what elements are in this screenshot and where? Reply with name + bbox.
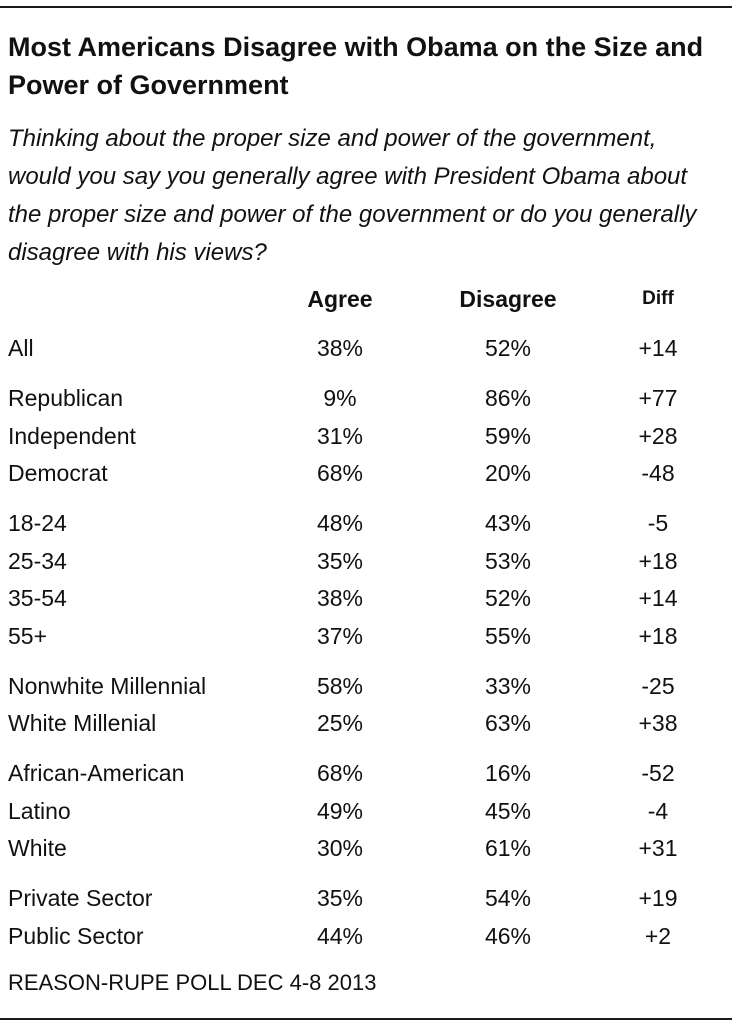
- diff-value: +38: [638, 710, 678, 736]
- row-label: Democrat: [8, 460, 108, 486]
- diff-value: -25: [641, 672, 675, 699]
- disagree-value: 43%: [484, 510, 532, 536]
- row-label: Republican: [8, 385, 124, 411]
- source-note: REASON-RUPE POLL DEC 4-8 2013: [8, 970, 377, 995]
- agree-value: 38%: [316, 585, 364, 611]
- agree-value: 49%: [316, 797, 364, 824]
- agree-value: 68%: [316, 760, 364, 786]
- table-row: 18-24 48% 43% -5: [0, 506, 732, 540]
- disagree-value: 52%: [484, 335, 532, 361]
- row-label: 35-54: [8, 585, 67, 611]
- table-row: Private Sector 35% 54% +19: [0, 881, 732, 915]
- disagree-value: 55%: [484, 622, 532, 649]
- row-label: 55+: [8, 622, 48, 649]
- diff-value: +19: [638, 885, 678, 911]
- agree-value: 35%: [316, 547, 364, 574]
- agree-value: 38%: [316, 335, 364, 361]
- disagree-value: 86%: [484, 385, 532, 411]
- row-label: All: [8, 335, 34, 361]
- disagree-value: 54%: [484, 885, 532, 911]
- agree-value: 58%: [316, 672, 364, 699]
- table-row: White Millenial 25% 63% +38: [0, 706, 732, 740]
- disagree-value: 53%: [484, 547, 532, 574]
- diff-value: -5: [647, 510, 669, 536]
- table-row: African-American 68% 16% -52: [0, 756, 732, 790]
- agree-value: 37%: [316, 622, 364, 649]
- diff-value: -52: [641, 760, 675, 786]
- agree-value: 30%: [316, 835, 364, 861]
- question-text: Thinking about the proper size and power…: [8, 125, 697, 266]
- diff-value: +18: [638, 547, 678, 574]
- disagree-value: 20%: [484, 460, 532, 486]
- table-row: Latino 49% 45% -4: [0, 794, 732, 828]
- bottom-rule: [0, 1018, 732, 1020]
- column-header-disagree: Disagree: [459, 286, 557, 312]
- row-label: Public Sector: [8, 922, 144, 949]
- agree-value: 9%: [323, 385, 357, 411]
- table-row: 35-54 38% 52% +14: [0, 581, 732, 615]
- table-row: Public Sector 44% 46% +2: [0, 919, 732, 953]
- disagree-value: 63%: [484, 710, 532, 736]
- column-header-agree: Agree: [307, 286, 373, 312]
- agree-value: 35%: [316, 885, 364, 911]
- diff-value: +14: [638, 585, 678, 611]
- row-label: 18-24: [8, 510, 67, 536]
- table-row: Independent 31% 59% +28: [0, 419, 732, 453]
- agree-value: 48%: [316, 510, 364, 536]
- top-rule: [0, 6, 732, 8]
- agree-value: 44%: [316, 922, 364, 949]
- row-label: Private Sector: [8, 885, 153, 911]
- disagree-value: 59%: [484, 422, 532, 449]
- row-label: White: [8, 835, 67, 861]
- row-label: Independent: [8, 422, 136, 449]
- chart-title: Most Americans Disagree with Obama on th…: [8, 32, 704, 100]
- row-label: Nonwhite Millennial: [8, 672, 207, 699]
- diff-value: +31: [638, 835, 678, 861]
- diff-value: +28: [638, 422, 678, 449]
- diff-value: +14: [638, 335, 678, 361]
- table-row: 55+ 37% 55% +18: [0, 619, 732, 653]
- disagree-value: 61%: [484, 835, 532, 861]
- table-row: Nonwhite Millennial 58% 33% -25: [0, 669, 732, 703]
- diff-value: +2: [644, 922, 672, 949]
- disagree-value: 52%: [484, 585, 532, 611]
- row-label: Latino: [8, 797, 71, 824]
- diff-value: -48: [641, 460, 675, 486]
- diff-value: -4: [647, 797, 669, 824]
- diff-value: +18: [638, 622, 678, 649]
- table-row: Democrat 68% 20% -48: [0, 456, 732, 490]
- row-label: White Millenial: [8, 710, 157, 736]
- diff-value: +77: [638, 385, 678, 411]
- disagree-value: 46%: [484, 922, 532, 949]
- agree-value: 68%: [316, 460, 364, 486]
- table-row: White 30% 61% +31: [0, 831, 732, 865]
- agree-value: 31%: [316, 422, 364, 449]
- table-row: All 38% 52% +14: [0, 331, 732, 365]
- table-row: Republican 9% 86% +77: [0, 381, 732, 415]
- disagree-value: 33%: [484, 672, 532, 699]
- row-label: African-American: [8, 760, 185, 786]
- column-header-diff: Diff: [642, 288, 674, 309]
- table-row: 25-34 35% 53% +18: [0, 544, 732, 578]
- disagree-value: 45%: [484, 797, 532, 824]
- row-label: 25-34: [8, 547, 67, 574]
- agree-value: 25%: [316, 710, 364, 736]
- disagree-value: 16%: [484, 760, 532, 786]
